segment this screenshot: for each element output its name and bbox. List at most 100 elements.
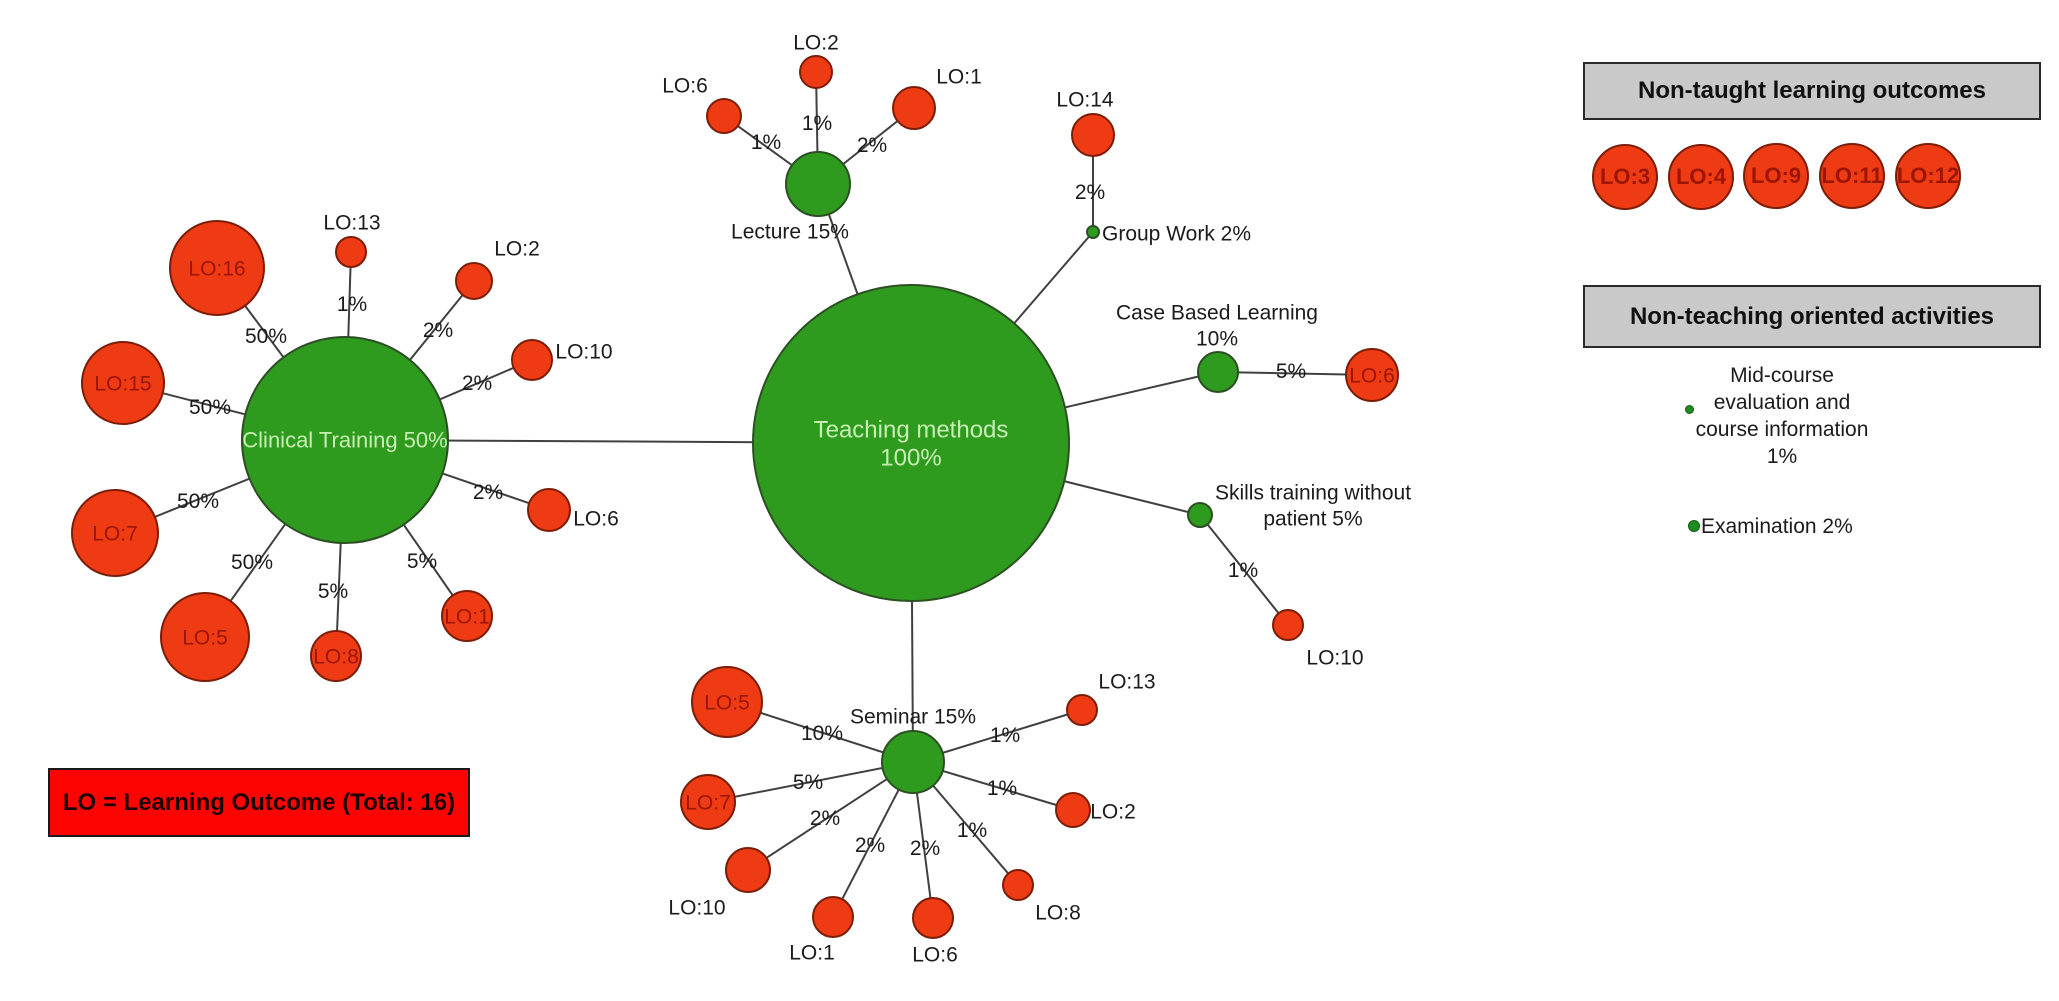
edge-label-clinical-lo8: 5% (318, 580, 348, 603)
lecture-label: Lecture 15% (731, 220, 849, 243)
sem-lo7-label: LO:7 (685, 791, 731, 814)
edge-label-clinical-ct-lo2: 2% (423, 319, 453, 342)
lo16-label: LO:16 (188, 257, 245, 280)
edge-label-clinical-lo13: 1% (337, 293, 367, 316)
skills-node (1187, 502, 1213, 528)
clinical-label: Clinical Training 50% (242, 428, 447, 453)
edge-label-clinical-ct-lo1: 5% (407, 550, 437, 573)
midcourse-dot-icon (1685, 405, 1694, 414)
casebased-label: Case Based Learning (1116, 301, 1318, 324)
ct-lo6-label: LO:6 (573, 507, 619, 530)
lo8-node (310, 630, 362, 682)
cb-lo6-label: LO:6 (1349, 364, 1395, 387)
sem-lo5-label: LO:5 (704, 691, 750, 714)
lo14-label: LO:14 (1056, 88, 1114, 111)
edge-label-seminar-sem-lo1: 2% (855, 834, 885, 857)
sem-lo8-label: LO:8 (1035, 901, 1081, 924)
edge-label-seminar-sem-lo13: 1% (990, 724, 1020, 747)
lecture-node (785, 151, 851, 217)
ct-lo2-label: LO:2 (494, 237, 540, 260)
lo7-label: LO:7 (92, 522, 138, 545)
seminar-node (881, 730, 945, 794)
edge-label-clinical-ct-lo6: 2% (473, 481, 503, 504)
edge-seminar-sem-lo10 (747, 761, 914, 871)
edge-label-seminar-sem-lo2: 1% (987, 777, 1017, 800)
ct-lo6-node (527, 488, 571, 532)
lec-lo2-label: LO:2 (793, 31, 839, 54)
teaching-node (752, 284, 1070, 602)
legend-outcome-lo11: LO:11 (1819, 143, 1885, 209)
lo5-label: LO:5 (182, 626, 228, 649)
sem-lo13-label: LO:13 (1098, 670, 1155, 693)
edge-label-groupwork-lo14: 2% (1075, 181, 1105, 204)
ct-lo10-label: LO:10 (555, 340, 612, 363)
ct-lo1-label: LO:1 (444, 605, 490, 628)
cb-lo6-node (1345, 348, 1399, 402)
midcourse-line-1: Mid-course (1730, 364, 1834, 387)
legend-outcome-lo4: LO:4 (1668, 144, 1734, 210)
legend-non-taught-header: Non-taught learning outcomes (1583, 62, 2041, 120)
casebased-label: 10% (1196, 327, 1238, 350)
midcourse-line-3: course information (1695, 418, 1869, 441)
edge-label-seminar-sem-lo5: 10% (801, 722, 843, 745)
edge-label-lecture-lec-lo6: 1% (751, 131, 781, 154)
groupwork-node (1086, 225, 1100, 239)
legend-outcome-lo3: LO:3 (1592, 144, 1658, 210)
edge-label-casebased-cb-lo6: 5% (1276, 360, 1306, 383)
lo15-label: LO:15 (94, 372, 151, 395)
lo16-node (169, 220, 265, 316)
lo13-label: LO:13 (323, 211, 380, 234)
clinical-node (241, 336, 449, 544)
lo-abbreviation-note: LO = Learning Outcome (Total: 16) (48, 768, 470, 837)
teaching-label: 100% (880, 444, 941, 471)
edge-label-seminar-sem-lo6: 2% (910, 837, 940, 860)
midcourse-line-4: 1% (1766, 445, 1798, 468)
sem-lo6-label: LO:6 (912, 943, 958, 966)
edge-label-lecture-lec-lo1: 2% (857, 134, 887, 157)
groupwork-label: Group Work 2% (1102, 222, 1251, 245)
ct-lo2-node (455, 262, 493, 300)
sk-lo10-node (1272, 609, 1304, 641)
sem-lo10-node (725, 847, 771, 893)
sem-lo10-label: LO:10 (668, 896, 725, 919)
legend-outcome-lo12: LO:12 (1895, 143, 1961, 209)
edge-label-skills-sk-lo10: 1% (1228, 559, 1258, 582)
examination-dot-icon (1688, 520, 1700, 532)
edge-label-clinical-ct-lo10: 2% (462, 372, 492, 395)
ct-lo10-node (511, 339, 553, 381)
sem-lo13-node (1066, 694, 1098, 726)
lec-lo1-node (892, 86, 936, 130)
edge-skills-sk-lo10 (1199, 514, 1289, 626)
edge-seminar-sem-lo7 (707, 761, 914, 803)
sem-lo2-label: LO:2 (1090, 800, 1136, 823)
sem-lo7-node (680, 774, 736, 830)
sem-lo5-node (691, 666, 763, 738)
ct-lo1-node (441, 590, 493, 642)
edge-label-seminar-sem-lo7: 5% (793, 771, 823, 794)
midcourse-line-2: evaluation and (1713, 391, 1851, 414)
lo8-label: LO:8 (313, 645, 359, 668)
midcourse-legend-text: Mid-course evaluation and course informa… (1692, 362, 1872, 470)
sem-lo1-node (812, 896, 854, 938)
lo14-node (1071, 113, 1115, 157)
skills-label: Skills training without (1215, 481, 1411, 504)
sem-lo1-label: LO:1 (789, 941, 835, 964)
edge-label-clinical-lo5: 50% (231, 551, 273, 574)
sk-lo10-label: LO:10 (1306, 646, 1363, 669)
legend-outcome-lo9: LO:9 (1743, 143, 1809, 209)
lo15-node (81, 341, 165, 425)
skills-label: patient 5% (1263, 507, 1362, 530)
lec-lo6-node (706, 98, 742, 134)
edge-label-lecture-lec-lo2: 1% (802, 112, 832, 135)
teaching-label: Teaching methods (814, 416, 1009, 443)
legend-non-teaching-header: Non-teaching oriented activities (1583, 285, 2041, 348)
examination-legend-text: Examination 2% (1701, 515, 1853, 538)
lec-lo2-node (799, 55, 833, 89)
lec-lo6-label: LO:6 (662, 74, 708, 97)
sem-lo8-node (1002, 869, 1034, 901)
edge-label-seminar-sem-lo10: 2% (810, 807, 840, 830)
edge-label-seminar-sem-lo8: 1% (957, 819, 987, 842)
seminar-label: Seminar 15% (850, 705, 976, 728)
